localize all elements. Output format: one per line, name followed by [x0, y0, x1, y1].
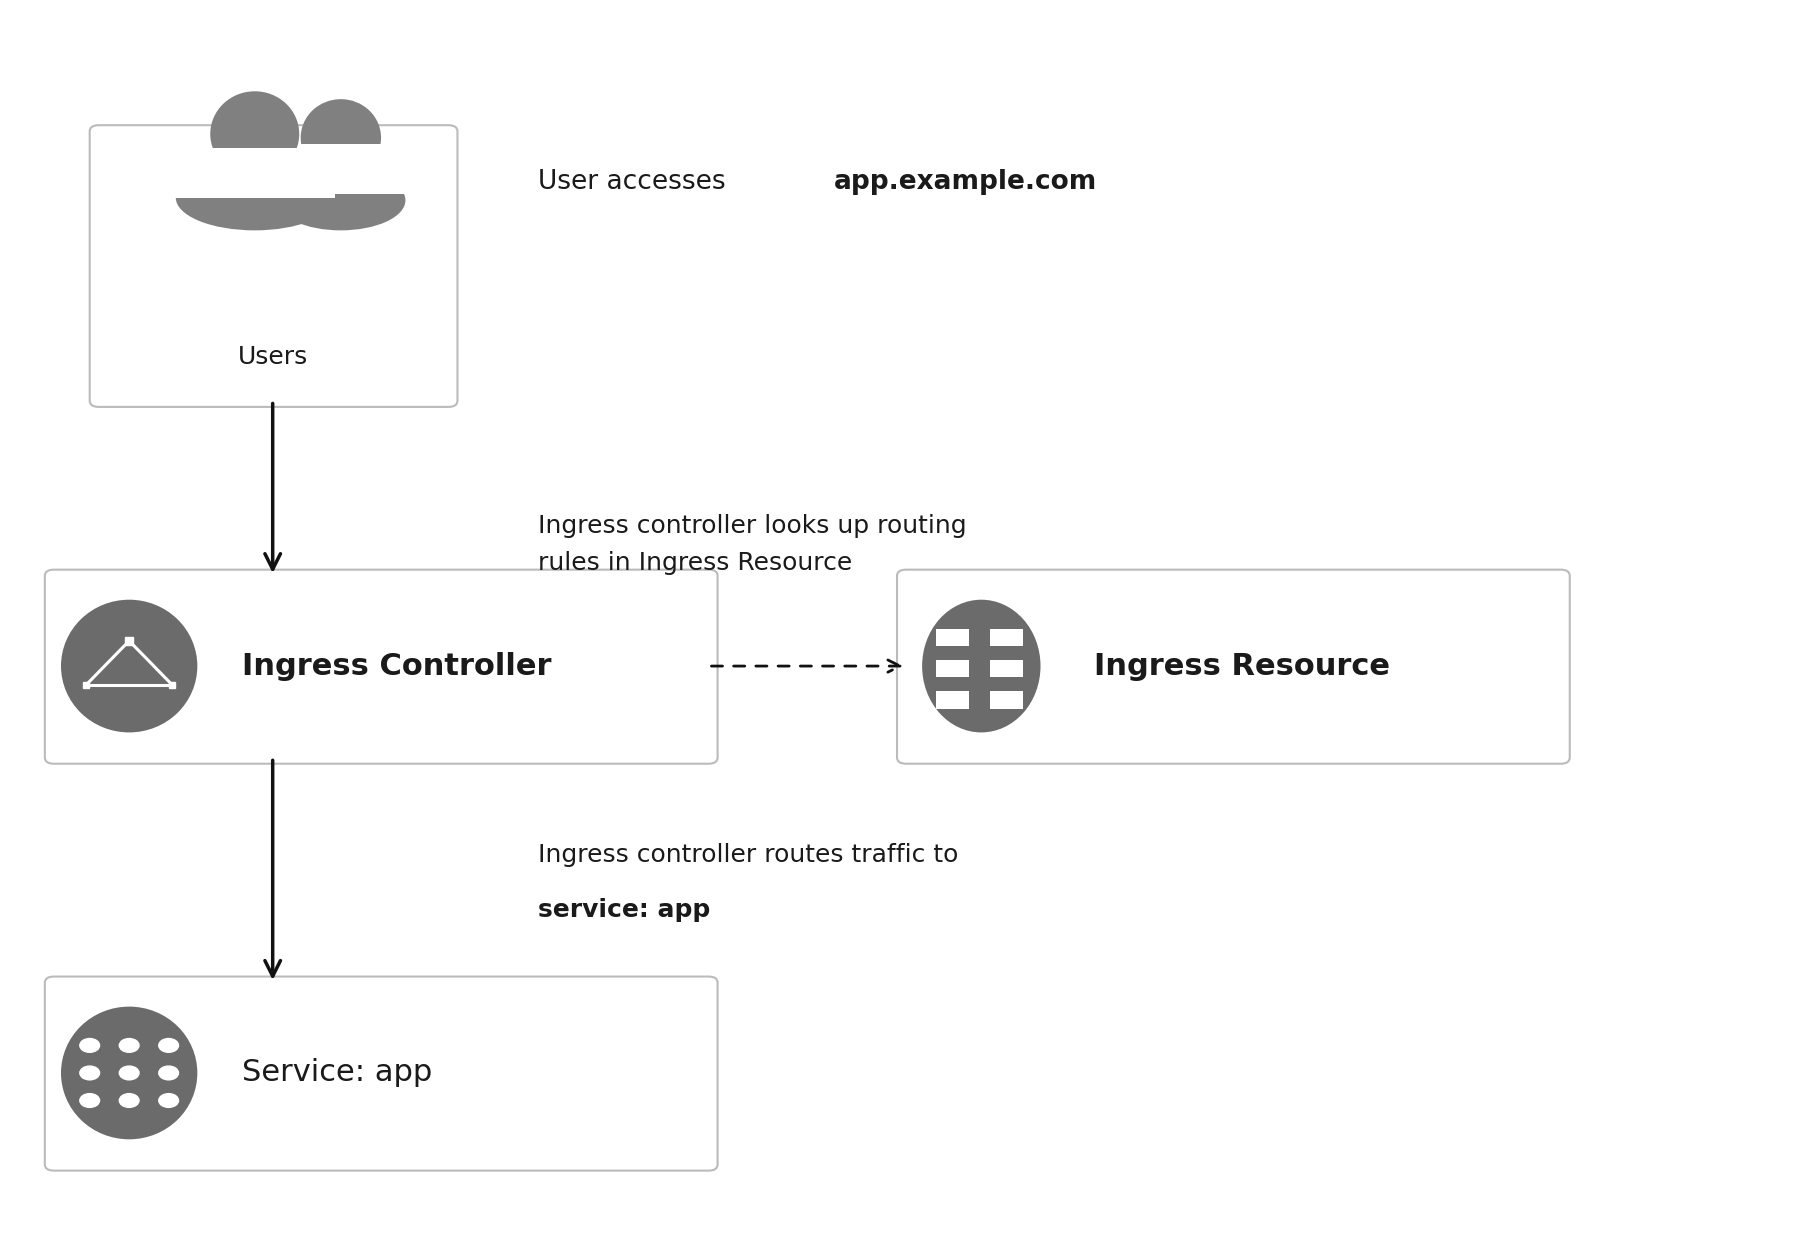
Text: Users: Users: [237, 346, 309, 369]
Circle shape: [118, 1039, 140, 1052]
FancyBboxPatch shape: [990, 691, 1023, 709]
Circle shape: [81, 1067, 100, 1079]
Text: Service: app: Service: app: [242, 1058, 432, 1088]
FancyBboxPatch shape: [897, 570, 1570, 764]
Circle shape: [160, 1067, 179, 1079]
Ellipse shape: [922, 600, 1041, 732]
Ellipse shape: [210, 91, 300, 177]
FancyBboxPatch shape: [990, 660, 1023, 677]
Ellipse shape: [176, 165, 334, 230]
Ellipse shape: [301, 99, 380, 177]
Text: Ingress controller looks up routing
rules in Ingress Resource: Ingress controller looks up routing rule…: [538, 515, 967, 575]
FancyBboxPatch shape: [45, 977, 718, 1171]
FancyBboxPatch shape: [90, 125, 457, 407]
Circle shape: [160, 1039, 179, 1052]
Circle shape: [160, 1094, 179, 1108]
FancyBboxPatch shape: [45, 570, 718, 764]
Text: service: app: service: app: [538, 898, 710, 923]
FancyBboxPatch shape: [936, 691, 969, 709]
Ellipse shape: [276, 170, 405, 230]
Text: Ingress Resource: Ingress Resource: [1094, 651, 1390, 681]
Text: User accesses: User accesses: [538, 169, 734, 194]
Circle shape: [81, 1094, 100, 1108]
FancyBboxPatch shape: [990, 629, 1023, 646]
Ellipse shape: [61, 1007, 197, 1139]
FancyBboxPatch shape: [936, 629, 969, 646]
FancyBboxPatch shape: [936, 660, 969, 677]
FancyBboxPatch shape: [274, 144, 422, 194]
Circle shape: [81, 1039, 100, 1052]
Ellipse shape: [61, 600, 197, 732]
Text: app.example.com: app.example.com: [834, 169, 1098, 194]
Text: Ingress controller routes traffic to: Ingress controller routes traffic to: [538, 843, 958, 868]
Text: Ingress Controller: Ingress Controller: [242, 651, 553, 681]
FancyBboxPatch shape: [174, 148, 335, 198]
Circle shape: [118, 1094, 140, 1108]
Circle shape: [118, 1067, 140, 1079]
